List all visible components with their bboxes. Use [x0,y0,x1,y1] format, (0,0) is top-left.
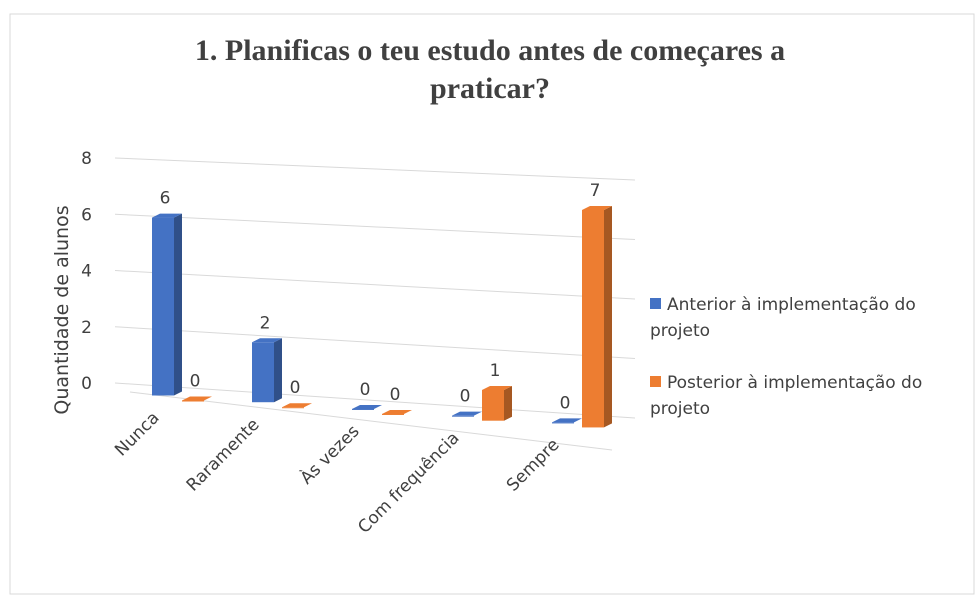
data-label: 1 [490,361,501,381]
legend-label: Posterior à implementação do projeto [650,373,923,419]
data-label: 0 [560,393,571,413]
bar [152,213,182,396]
bar [552,418,582,424]
bar-face [352,408,374,410]
bar [252,338,282,403]
y-tick-label: 6 [81,205,92,225]
data-label: 2 [260,313,271,333]
legend-label: Anterior à implementação do projeto [650,295,916,341]
bar-face [252,338,282,343]
bar [282,403,312,409]
bar-face [382,409,412,414]
bar [582,205,612,428]
grid-line [114,270,636,300]
bar-face [274,338,282,403]
bar-face [152,217,174,396]
data-label: 6 [160,189,171,209]
y-tick-label: 2 [81,318,92,338]
bar-face [504,385,512,421]
bar-face [482,385,512,390]
data-label: 0 [290,378,301,398]
grid-line [114,382,636,419]
data-label: 0 [390,385,401,405]
bar-face [452,411,482,416]
bar-face [182,400,204,402]
bar [182,396,212,402]
bar-face [482,389,504,421]
y-tick-label: 0 [81,374,92,394]
bar [482,385,512,421]
bar-face [552,418,582,423]
floor-edge [129,391,613,451]
bar [452,411,482,417]
bar [382,409,412,415]
bar-face [552,422,574,424]
grid-line [114,157,636,181]
data-label: 0 [460,387,471,407]
bar-face [452,415,474,417]
bar-face [604,205,612,428]
legend-swatch [650,376,661,387]
legend-item: Anterior à implementação do projeto [650,292,970,344]
legend-item: Posterior à implementação do projeto [650,370,970,422]
data-label: 7 [590,181,601,201]
bar-face [382,413,404,415]
bar-face [152,213,182,218]
grid-line [114,326,636,359]
y-axis-label: Quantidade de alunos [51,205,73,414]
bar-face [352,404,382,409]
bar-face [282,407,304,409]
bar-face [582,205,612,210]
bar-face [582,209,604,428]
bar-face [174,213,182,396]
y-tick-label: 4 [81,262,92,282]
chart-title: 1. Planificas o teu estudo antes de come… [195,34,785,105]
bar-face [282,403,312,408]
grid-line [114,213,636,240]
data-label: 0 [360,380,371,400]
bar [352,404,382,410]
data-label: 0 [190,372,201,392]
legend-swatch [650,298,661,309]
y-tick-label: 8 [81,149,92,169]
bar-face [252,342,274,403]
bar-face [182,396,212,401]
